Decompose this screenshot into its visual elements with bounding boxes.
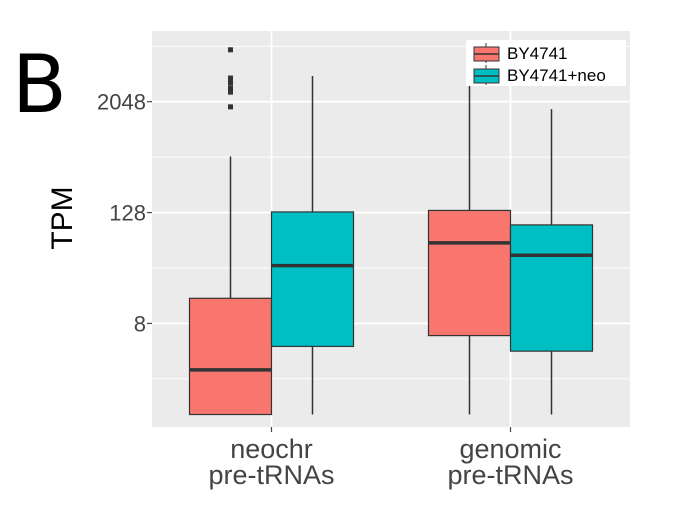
panel-label: B: [12, 38, 67, 131]
y-axis: 8 128 2048: [97, 90, 152, 336]
y-axis-label: TPM: [46, 186, 79, 249]
box: [270, 211, 355, 348]
y-tick-label: 8: [134, 311, 146, 336]
outlier-point: [228, 80, 233, 86]
legend-label: BY4741: [507, 44, 568, 63]
x-tick-label: neochr: [230, 434, 313, 464]
x-tick-label: pre-tRNAs: [447, 460, 573, 490]
boxes: [188, 47, 594, 416]
x-tick-label: genomic: [459, 434, 561, 464]
box: [509, 224, 594, 352]
legend-label: BY4741+neo: [507, 66, 606, 85]
outlier-point: [228, 89, 233, 95]
outlier-point: [228, 85, 233, 91]
x-tick-label: pre-tRNAs: [208, 460, 334, 490]
outlier-point: [228, 75, 233, 81]
outlier-point: [228, 104, 233, 110]
box: [427, 209, 512, 337]
y-tick-label: 128: [109, 201, 146, 226]
grid-lines: [152, 31, 630, 427]
box: [188, 297, 273, 416]
legend: BY4741 BY4741+neo: [466, 40, 626, 86]
outlier-point: [228, 47, 233, 53]
y-tick-label: 2048: [97, 90, 146, 115]
